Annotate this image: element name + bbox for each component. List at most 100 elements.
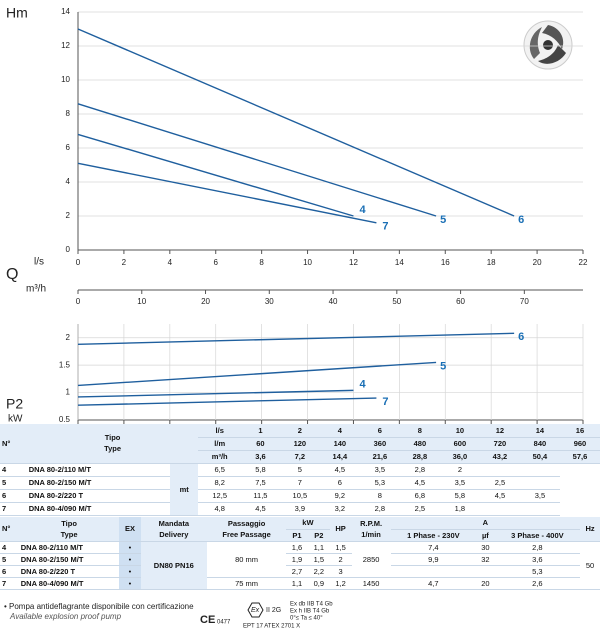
cell: 6 bbox=[0, 565, 19, 578]
cell: 1,9 bbox=[286, 553, 308, 566]
curve-label: 4 bbox=[359, 204, 366, 216]
cell: 3,9 bbox=[279, 502, 320, 516]
cell: 1,1 bbox=[286, 577, 308, 590]
cell: 8 bbox=[399, 424, 440, 438]
cell: 9,9 bbox=[390, 553, 477, 566]
cell: 50 bbox=[580, 541, 600, 590]
cell: 1,6 bbox=[286, 541, 308, 554]
x-tick-label: 6 bbox=[214, 258, 219, 267]
cell: 9,2 bbox=[319, 489, 360, 503]
cell: 2,6 bbox=[494, 577, 581, 590]
cell: 75 mm bbox=[207, 577, 287, 590]
cell: 2,5 bbox=[479, 476, 520, 490]
header-text: Delivery bbox=[159, 529, 189, 539]
x-tick-label: 0 bbox=[76, 258, 81, 267]
cell: 7,5 bbox=[241, 476, 280, 490]
cell: 4 bbox=[0, 541, 19, 554]
cell: 2,8 bbox=[399, 463, 440, 477]
cell: 6,5 bbox=[198, 463, 242, 477]
header-cell: Tipo Type bbox=[26, 424, 199, 464]
y-tick-label: 4 bbox=[66, 177, 71, 186]
cell: 1450 bbox=[351, 577, 391, 590]
cell: DNA 80-2/110 M/T bbox=[18, 541, 120, 554]
cell: 2,7 bbox=[286, 565, 308, 578]
cell: 5,3 bbox=[359, 476, 400, 490]
x-tick-label: 20 bbox=[533, 258, 542, 267]
cell: 5,8 bbox=[439, 489, 480, 503]
cell: 1,5 bbox=[307, 553, 330, 566]
cell: DNA 80-2/150 M/T bbox=[18, 553, 120, 566]
row: 6 DNA 80-2/220 T • 2,7 2,2 3 5,3 bbox=[0, 565, 600, 578]
cell: • bbox=[119, 577, 141, 590]
flow-table: N° Tipo Type l/s 1 2 4 6 8 10 12 14 16 l/m 60 120 140 360… bbox=[0, 424, 600, 516]
cell: 960 bbox=[559, 437, 600, 451]
cell: mt bbox=[170, 463, 199, 516]
cell: 0,9 bbox=[307, 577, 330, 590]
empty-cell bbox=[519, 463, 560, 477]
cell: 140 bbox=[319, 437, 360, 451]
cell: 12,5 bbox=[198, 489, 242, 503]
cell: 3 Phase - 400V bbox=[494, 529, 581, 542]
cell: 480 bbox=[399, 437, 440, 451]
cell: 1,8 bbox=[439, 502, 480, 516]
x-tick-label: 18 bbox=[487, 258, 496, 267]
cell: 2 bbox=[439, 463, 480, 477]
x-tick-label: 4 bbox=[168, 258, 173, 267]
ex-symbol-text: Ex bbox=[251, 607, 260, 614]
cell: 7,2 bbox=[279, 450, 320, 464]
cell: 2 bbox=[279, 424, 320, 438]
x2-tick-label: 40 bbox=[329, 297, 338, 306]
cell: 4,8 bbox=[198, 502, 242, 516]
cell: • bbox=[119, 565, 141, 578]
row: 4 DNA 80-2/110 M/T • DN80 PN16 80 mm 1,6 1,1 1,… bbox=[0, 541, 600, 590]
empty-cell bbox=[519, 476, 560, 490]
cell: 3,5 bbox=[359, 463, 400, 477]
y-tick-label: 1.5 bbox=[59, 360, 71, 369]
header-cell: R.P.M. 1/min bbox=[351, 517, 391, 542]
cell: 2,8 bbox=[359, 502, 400, 516]
x2-tick-label: 10 bbox=[137, 297, 146, 306]
y-tick-label: 0 bbox=[66, 245, 71, 254]
row: 5 DNA 80-2/150 M/T • 1,9 1,5 2 9,9 32 3,6 bbox=[0, 553, 600, 566]
x2-tick-label: 50 bbox=[392, 297, 401, 306]
curve-label: 5 bbox=[440, 360, 446, 372]
header-text: Tipo bbox=[104, 433, 121, 443]
row: l/m 60 120 140 360 480 600 720 840 960 bbox=[0, 437, 600, 451]
row: P1 P2 1 Phase - 230V µf 3 Phase - 400V bbox=[0, 529, 600, 542]
curve bbox=[77, 28, 515, 217]
curve bbox=[77, 133, 354, 217]
header-cell: Passaggio Free Passage bbox=[207, 517, 287, 542]
cell: 4,5 bbox=[479, 489, 520, 503]
atex-cert: EPT 17 ATEX 2701 X bbox=[243, 624, 300, 630]
cell: 3,2 bbox=[319, 502, 360, 516]
cell: 6 bbox=[319, 476, 360, 490]
cell: 10,5 bbox=[279, 489, 320, 503]
y-axis-label: Hm bbox=[6, 5, 28, 21]
cell: A bbox=[390, 517, 581, 530]
cell: 5,8 bbox=[241, 463, 280, 477]
empty-cell bbox=[390, 565, 477, 578]
y-tick-label: 0.5 bbox=[59, 415, 71, 424]
curve bbox=[77, 103, 437, 217]
cell: l/m bbox=[198, 437, 242, 451]
atex-mark: Ex h IIB T4 Gb bbox=[290, 609, 330, 615]
curve bbox=[77, 397, 377, 406]
cell: 21,6 bbox=[359, 450, 400, 464]
x-axis-label: l/s bbox=[34, 257, 44, 268]
cell: DNA 80-2/220 T bbox=[18, 565, 120, 578]
curve-label: 7 bbox=[382, 396, 388, 408]
cell: 11,5 bbox=[241, 489, 280, 503]
row: 6 DNA 80-2/220 T 12,5 11,5 10,5 9,2 8 6,8 5,8 4,5… bbox=[0, 489, 600, 503]
cell: 2,2 bbox=[307, 565, 330, 578]
x-tick-label: 2 bbox=[122, 258, 127, 267]
x2-tick-label: 70 bbox=[520, 297, 529, 306]
cell: P1 bbox=[286, 529, 308, 542]
cell: DNA 80-4/090 M/T bbox=[26, 502, 171, 516]
x-tick-label: 12 bbox=[349, 258, 358, 267]
row: 5 DNA 80-2/150 M/T 8,2 7,5 7 6 5,3 4,5 3,5 2,5 bbox=[0, 476, 600, 490]
cell: l/s bbox=[198, 424, 242, 438]
cell: 2,5 bbox=[399, 502, 440, 516]
cell: 16 bbox=[559, 424, 600, 438]
